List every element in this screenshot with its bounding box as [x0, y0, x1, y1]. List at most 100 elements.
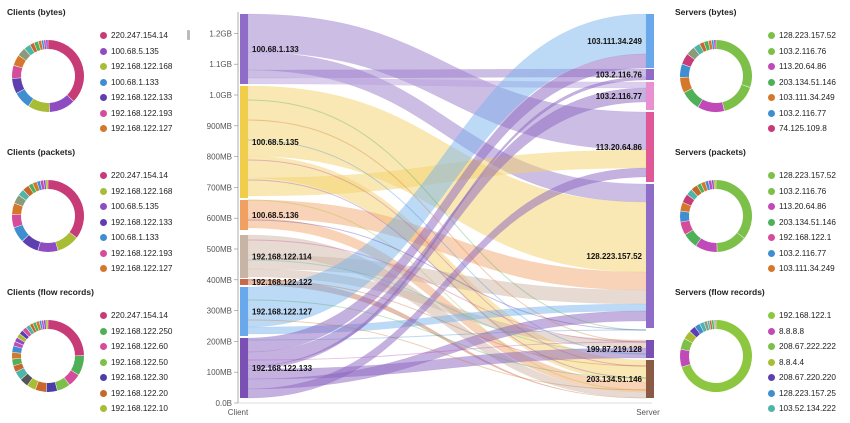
legend-item[interactable]: 192.168.122.127	[100, 261, 184, 277]
legend-item[interactable]: 208.67.220.220	[768, 370, 850, 386]
donut-slice[interactable]	[20, 373, 33, 386]
donut-slice[interactable]	[28, 183, 37, 194]
servers-bytes-donut[interactable]	[676, 26, 756, 126]
donut-slice[interactable]	[34, 41, 41, 52]
donut-slice[interactable]	[708, 180, 713, 190]
donut-slice[interactable]	[696, 238, 717, 252]
legend-item[interactable]: 220.247.154.14	[100, 168, 184, 184]
legend-item[interactable]: 100.68.5.135	[100, 199, 184, 215]
clients-flow-records-donut[interactable]	[8, 306, 88, 406]
donut-slice[interactable]	[33, 322, 39, 332]
donut-slice[interactable]	[680, 211, 690, 222]
sankey-link[interactable]	[247, 329, 647, 341]
sankey-link[interactable]	[247, 119, 647, 343]
donut-slice[interactable]	[41, 40, 45, 50]
donut-slice[interactable]	[28, 98, 50, 112]
client-node[interactable]	[240, 200, 248, 230]
server-node[interactable]	[646, 69, 654, 80]
donut-slice[interactable]	[35, 381, 47, 392]
legend-item[interactable]: 74.125.109.8	[768, 277, 850, 278]
donut-slice[interactable]	[684, 88, 703, 108]
legend-item[interactable]: 128.223.157.52	[768, 28, 850, 44]
donut-slice[interactable]	[17, 334, 27, 342]
donut-slice[interactable]	[48, 320, 84, 356]
donut-slice[interactable]	[709, 320, 713, 330]
legend-item[interactable]: 208.67.222.222	[768, 339, 850, 355]
clients-packets-donut[interactable]	[8, 166, 88, 266]
donut-slice[interactable]	[722, 84, 751, 111]
legend-item[interactable]: 192.168.122.1	[768, 308, 850, 324]
legend-item[interactable]: 203.134.51.146	[768, 75, 850, 91]
donut-slice[interactable]	[46, 320, 48, 330]
donut-slice[interactable]	[701, 181, 708, 192]
legend-item[interactable]: 128.223.157.25	[768, 386, 850, 402]
legend-item[interactable]: 220.247.154.14	[100, 308, 184, 324]
legend-item[interactable]: 192.168.122.30	[100, 370, 184, 386]
donut-slice[interactable]	[13, 341, 24, 349]
legend-item[interactable]: 103.2.116.77	[768, 246, 850, 262]
legend-item[interactable]: 103.52.134.222	[768, 401, 850, 417]
sankey-link[interactable]	[247, 259, 647, 355]
donut-slice[interactable]	[14, 195, 26, 207]
donut-slice[interactable]	[30, 42, 38, 53]
donut-slice[interactable]	[41, 320, 45, 330]
donut-slice[interactable]	[40, 180, 45, 190]
sankey-link[interactable]	[247, 299, 647, 379]
donut-slice[interactable]	[36, 321, 42, 331]
legend-item[interactable]: 103.111.34.249	[768, 90, 850, 106]
donut-slice[interactable]	[12, 203, 23, 215]
legend-item[interactable]: 192.168.122.133	[100, 215, 184, 231]
sankey-link[interactable]	[247, 99, 647, 331]
servers-packets-donut[interactable]	[676, 166, 756, 266]
donut-slice[interactable]	[43, 40, 47, 50]
legend-item[interactable]: 128.223.157.52	[768, 168, 850, 184]
donut-slice[interactable]	[680, 202, 691, 213]
donut-slice[interactable]	[22, 235, 41, 251]
legend-item[interactable]: 192.168.122.168	[100, 184, 184, 200]
legend-item[interactable]: 203.134.51.148	[768, 137, 850, 138]
donut-slice[interactable]	[55, 377, 70, 391]
server-node[interactable]	[646, 112, 654, 182]
donut-slice[interactable]	[680, 349, 691, 367]
donut-slice[interactable]	[18, 190, 30, 201]
sankey-link[interactable]	[247, 239, 647, 343]
donut-slice[interactable]	[46, 180, 48, 190]
legend-item[interactable]: 192.168.122.250	[768, 417, 850, 418]
legend-item[interactable]: 192.168.122.1	[768, 230, 850, 246]
donut-slice[interactable]	[48, 180, 84, 238]
legend-item[interactable]: 113.20.64.86	[768, 59, 850, 75]
donut-slice[interactable]	[26, 325, 35, 335]
client-node[interactable]	[240, 338, 248, 398]
sankey-link[interactable]	[247, 341, 647, 361]
legend-item[interactable]: 103.2.116.77	[768, 106, 850, 122]
donut-slice[interactable]	[12, 78, 25, 94]
legend-item[interactable]: 192.168.122.10	[100, 401, 184, 417]
legend-item[interactable]: 192.168.122.20	[100, 386, 184, 402]
client-node[interactable]	[240, 235, 248, 278]
donut-slice[interactable]	[687, 47, 700, 60]
donut-slice[interactable]	[694, 44, 704, 55]
donut-slice[interactable]	[23, 185, 34, 197]
donut-slice[interactable]	[695, 324, 704, 335]
donut-slice[interactable]	[18, 48, 31, 61]
donut-slice[interactable]	[704, 40, 710, 51]
donut-slice[interactable]	[691, 185, 702, 197]
donut-slice[interactable]	[39, 320, 43, 330]
legend-item[interactable]: 192.168.122.250	[100, 324, 184, 340]
donut-slice[interactable]	[714, 40, 716, 50]
legend-item[interactable]: 192.168.122.114	[100, 277, 184, 278]
donut-slice[interactable]	[714, 180, 716, 190]
servers-flow-records-donut[interactable]	[676, 306, 756, 406]
donut-slice[interactable]	[13, 363, 24, 372]
sankey-link[interactable]	[247, 319, 647, 391]
legend-item[interactable]: 2001:db8::250	[100, 417, 184, 418]
donut-slice[interactable]	[708, 40, 713, 50]
legend-item[interactable]: 192.168.122.193	[100, 246, 184, 262]
legend-item[interactable]: 8.8.4.4	[768, 355, 850, 371]
scroll-handle[interactable]	[187, 30, 190, 40]
donut-slice[interactable]	[711, 40, 715, 50]
donut-slice[interactable]	[716, 180, 752, 239]
server-node[interactable]	[646, 14, 654, 68]
donut-slice[interactable]	[71, 356, 84, 375]
sankey-link[interactable]	[247, 179, 647, 379]
